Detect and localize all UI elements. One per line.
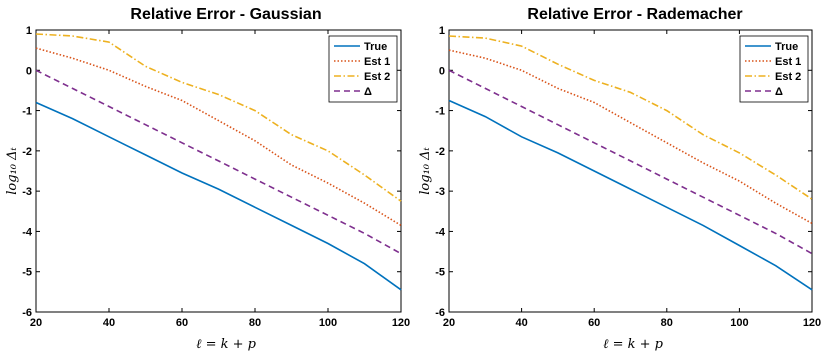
x-tick-label: 100 <box>730 317 748 329</box>
chart-title: Relative Error - Rademacher <box>527 6 742 23</box>
legend-box <box>739 35 809 103</box>
series-line-est-2 <box>448 35 813 200</box>
y-tick-label: -4 <box>22 226 33 238</box>
legend-label: True <box>364 41 387 53</box>
x-tick-label: 40 <box>103 317 115 329</box>
legend-label: Est 1 <box>775 56 801 68</box>
x-tick-label: 120 <box>392 317 410 329</box>
y-tick-label: -2 <box>22 146 32 158</box>
y-axis-label: log₁₀ Δₜ <box>418 146 433 194</box>
legend-label: True <box>775 41 798 53</box>
series-line-est-1 <box>35 47 402 227</box>
series-lines <box>35 33 402 291</box>
axis-ticks: 20 40 60 80 100 120 1 0 -1 -2 -3 -4 -5 -6 <box>22 25 410 329</box>
series-line-delta <box>35 69 402 255</box>
legend-label: Δ <box>364 86 372 98</box>
x-tick-label: 40 <box>515 317 527 329</box>
y-tick-label: -4 <box>435 226 446 238</box>
x-tick-label: 120 <box>803 317 821 329</box>
x-tick-label: 60 <box>176 317 188 329</box>
series-lines <box>448 35 813 291</box>
y-tick-label: 0 <box>26 65 32 77</box>
y-tick-label: -5 <box>22 267 32 279</box>
y-tick-label: -6 <box>22 307 32 319</box>
series-line-true <box>448 99 813 291</box>
y-axis-label: log₁₀ Δₜ <box>5 146 20 194</box>
x-tick-label: 60 <box>588 317 600 329</box>
y-tick-label: -1 <box>435 106 445 118</box>
y-tick-label: 1 <box>439 25 445 37</box>
y-tick-label: -3 <box>435 186 445 198</box>
legend-label: Est 1 <box>364 56 390 68</box>
y-tick-label: -2 <box>435 146 445 158</box>
chart-gaussian: Relative Error - Gaussian ℓ = k + p log₁… <box>5 6 410 352</box>
legend-label: Est 2 <box>364 71 390 83</box>
legend: True Est 1 Est 2 Δ <box>739 35 809 103</box>
axis-ticks: 20 40 60 80 100 120 1 0 -1 -2 -3 -4 -5 -6 <box>435 25 821 329</box>
y-tick-label: 0 <box>439 65 445 77</box>
legend-box <box>328 35 398 103</box>
chart-title: Relative Error - Gaussian <box>130 6 321 23</box>
x-tick-label: 20 <box>443 317 455 329</box>
x-tick-label: 20 <box>30 317 42 329</box>
x-tick-label: 80 <box>249 317 261 329</box>
legend-label: Δ <box>775 86 783 98</box>
chart-rademacher: Relative Error - Rademacher ℓ = k + p lo… <box>418 6 821 352</box>
x-tick-label: 80 <box>661 317 673 329</box>
x-tick-label: 100 <box>319 317 337 329</box>
series-line-delta <box>448 69 813 255</box>
y-tick-label: -1 <box>22 106 32 118</box>
series-line-est-2 <box>35 33 402 202</box>
legend-label: Est 2 <box>775 71 801 83</box>
y-tick-label: 1 <box>26 25 32 37</box>
x-axis-label: ℓ = k + p <box>196 337 257 352</box>
y-tick-label: -3 <box>22 186 32 198</box>
series-line-true <box>35 101 402 291</box>
x-axis-label: ℓ = k + p <box>603 337 664 352</box>
series-line-est-1 <box>448 49 813 225</box>
legend: True Est 1 Est 2 Δ <box>328 35 398 103</box>
y-tick-label: -5 <box>435 267 445 279</box>
y-tick-label: -6 <box>435 307 445 319</box>
